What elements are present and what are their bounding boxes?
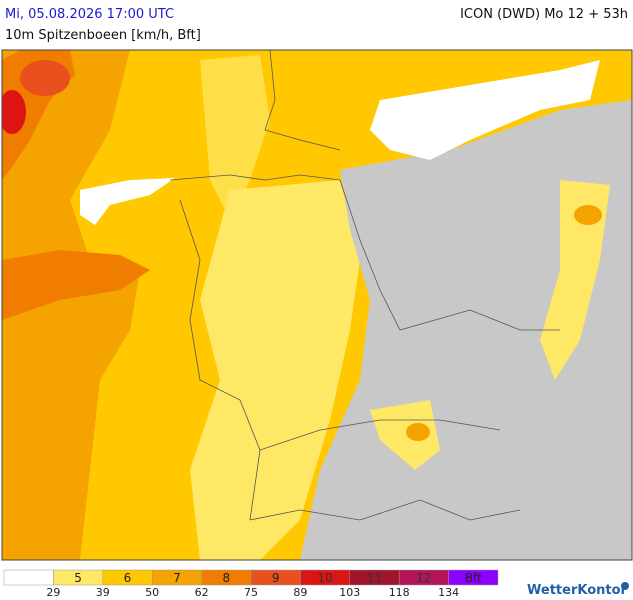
bft-label: 12 <box>416 571 431 585</box>
threshold-label: 118 <box>389 586 410 599</box>
bft-label: 5 <box>74 571 82 585</box>
bft-label: 8 <box>222 571 230 585</box>
legend-swatch <box>448 569 499 586</box>
threshold-label: 89 <box>293 586 307 599</box>
bft-label: 11 <box>367 571 382 585</box>
threshold-label: 103 <box>339 586 360 599</box>
parameter: 10m Spitzenboeen [km/h, Bft] <box>5 28 201 43</box>
logo: WetterKontor <box>527 583 628 598</box>
bft-label: 9 <box>272 571 280 585</box>
threshold-label: 62 <box>195 586 209 599</box>
threshold-label: 29 <box>46 586 60 599</box>
logo-icon <box>621 582 629 590</box>
legend-swatch <box>3 569 54 586</box>
bft-label: 7 <box>173 571 181 585</box>
bft-label: 6 <box>124 571 132 585</box>
threshold-label: 75 <box>244 586 258 599</box>
threshold-label: 134 <box>438 586 459 599</box>
datetime: Mi, 05.08.2026 17:00 UTC <box>5 7 174 22</box>
threshold-label: 50 <box>145 586 159 599</box>
model-run: ICON (DWD) Mo 12 + 53h <box>460 7 628 22</box>
threshold-label: 39 <box>96 586 110 599</box>
map <box>1 49 633 561</box>
bft-label: Bft <box>465 571 482 585</box>
bft-label: 10 <box>317 571 332 585</box>
